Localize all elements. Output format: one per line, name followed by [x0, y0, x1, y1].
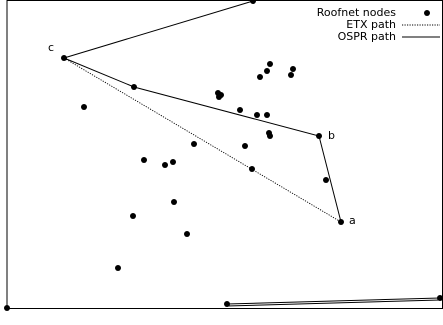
roofnet-node-7 [224, 301, 230, 307]
etx-path-line [63, 57, 342, 223]
paths-layer [63, 0, 441, 307]
roofnet-node-31 [130, 213, 136, 219]
roofnet-node-33 [115, 265, 121, 271]
node-label-b: b [328, 129, 335, 142]
roofnet-node-2 [131, 84, 137, 90]
route-segment-c-to-top [63, 0, 254, 59]
roofnet-node-27 [170, 159, 176, 165]
roofnet-node-4 [338, 219, 344, 225]
roofnet-node-10 [267, 61, 273, 67]
roofnet-node-30 [171, 199, 177, 205]
roofnet-node-25 [141, 157, 147, 163]
roofnet-node-12 [264, 68, 270, 74]
roofnet-node-28 [249, 166, 255, 172]
roofnet-node-22 [267, 133, 273, 139]
plot-frame [6, 0, 443, 309]
roofnet-node-9 [81, 104, 87, 110]
legend-label-roofnet-nodes: Roofnet nodes [317, 6, 396, 19]
nodes-layer [4, 0, 443, 311]
ospr-path-line [63, 57, 342, 223]
roofnet-node-23 [191, 141, 197, 147]
roofnet-node-29 [323, 177, 329, 183]
roofnet-node-5 [250, 0, 256, 4]
roofnet-node-32 [184, 231, 190, 237]
roofnet-node-3 [316, 133, 322, 139]
roofnet-node-13 [288, 72, 294, 78]
roofnet-node-17 [216, 94, 222, 100]
route-segment-bottom-return [226, 299, 441, 307]
legend: Roofnet nodes ETX path OSPR path [317, 6, 440, 43]
roofnet-node-20 [264, 112, 270, 118]
roofnet-node-11 [290, 66, 296, 72]
legend-marker-roofnet-nodes [424, 10, 430, 16]
node-label-c: c [48, 41, 54, 54]
route-segment-bottom [226, 297, 441, 305]
roofnet-node-18 [237, 107, 243, 113]
roofnet-node-8 [437, 295, 443, 301]
roofnet-node-1 [61, 55, 67, 61]
legend-label-etx-path: ETX path [346, 18, 396, 31]
roofnet-node-26 [162, 162, 168, 168]
roofnet-node-14 [257, 74, 263, 80]
node-label-a: a [349, 214, 356, 227]
legend-label-ospr-path: OSPR path [338, 30, 396, 43]
roofnet-node-19 [254, 112, 260, 118]
roofnet-node-24 [242, 143, 248, 149]
roofnet-node-6 [4, 305, 10, 311]
